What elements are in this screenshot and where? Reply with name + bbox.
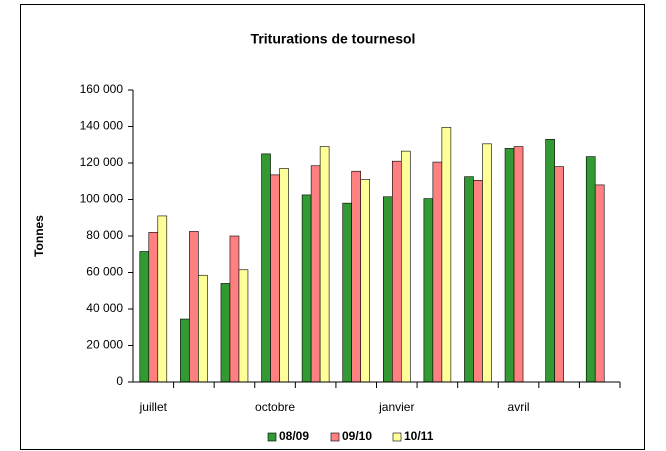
bar [473,180,483,383]
bar [545,138,555,383]
bar [342,202,353,383]
bar [279,168,289,383]
y-tick-label: 20 000 [86,338,123,352]
bar [301,194,312,383]
bar [360,179,371,383]
y-tick-label: 80 000 [86,228,123,242]
bar [423,198,434,383]
bar [482,143,492,383]
bar [157,215,168,383]
bar [464,176,474,383]
bar [270,174,280,383]
bar [441,127,452,383]
bar [391,160,402,383]
x-tick-label: avril [508,400,530,414]
legend-label: 08/09 [279,429,309,443]
bar [148,232,159,383]
y-axis-label: Tonnes [32,215,46,257]
bar [351,170,362,383]
legend-label: 10/11 [404,429,434,443]
bar [189,231,199,383]
bar [594,184,605,383]
bar [400,150,411,383]
y-tick-label: 40 000 [86,301,123,315]
bar [139,251,150,383]
bar [504,148,515,383]
chart-title: Triturations de tournesol [251,31,416,47]
bar [238,269,249,383]
bar [310,165,321,383]
bar [513,146,524,383]
chart-frame [20,4,645,450]
bar [432,161,443,383]
bar [554,166,564,383]
bar [229,235,240,383]
x-tick-label: juillet [139,400,168,414]
bar [198,274,208,383]
y-tick-label: 140 000 [80,119,124,133]
legend-label: 09/10 [342,429,372,443]
y-tick-label: 120 000 [80,155,124,169]
y-tick-label: 100 000 [80,192,124,206]
x-tick-label: janvier [378,400,414,414]
legend-swatch [267,432,277,442]
legend-swatch [392,432,402,442]
bar [220,283,231,383]
y-tick-label: 60 000 [86,265,123,279]
bar [382,196,393,383]
bar [319,146,330,383]
x-tick-label: octobre [255,400,295,414]
bar [180,318,190,383]
bar [585,156,596,383]
y-tick-label: 160 000 [80,82,124,96]
y-tick-label: 0 [116,374,123,388]
bar [261,153,271,383]
legend-swatch [330,432,340,442]
